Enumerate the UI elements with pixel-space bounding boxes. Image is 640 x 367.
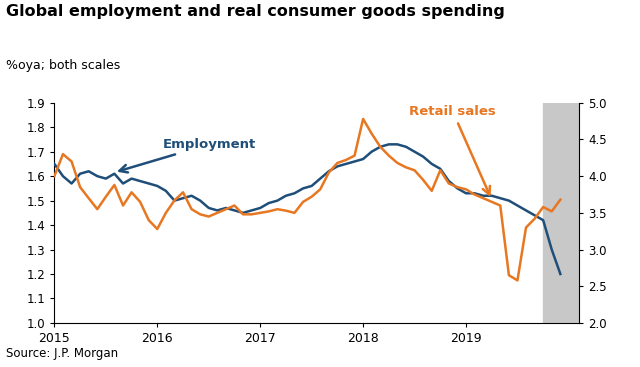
Text: Employment: Employment	[120, 138, 256, 172]
Text: %oya; both scales: %oya; both scales	[6, 59, 121, 72]
Text: Global employment and real consumer goods spending: Global employment and real consumer good…	[6, 4, 505, 19]
Text: Source: J.P. Morgan: Source: J.P. Morgan	[6, 347, 118, 360]
Text: Retail sales: Retail sales	[410, 105, 496, 195]
Bar	[543, 103, 579, 323]
